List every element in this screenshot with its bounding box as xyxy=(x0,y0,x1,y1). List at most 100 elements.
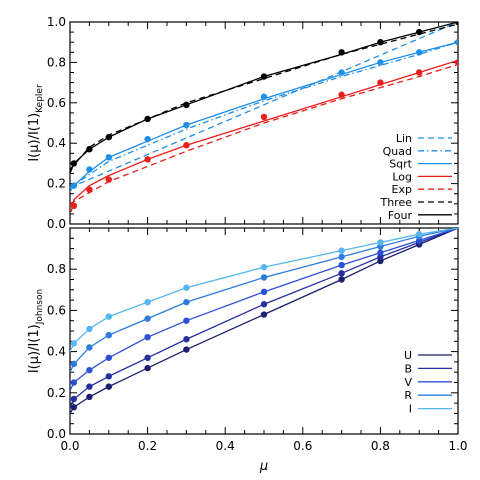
data-point xyxy=(144,156,151,163)
data-point xyxy=(105,176,113,183)
data-point xyxy=(70,202,78,210)
y-tick-label: 0.4 xyxy=(47,345,66,359)
data-point-u xyxy=(86,393,93,401)
data-point-v xyxy=(338,261,345,269)
data-point xyxy=(338,49,345,56)
x-tick-label: 0.0 xyxy=(60,439,79,453)
data-point-v xyxy=(70,379,78,386)
data-point-r xyxy=(338,253,345,261)
y-tick-label: 0.8 xyxy=(47,262,66,276)
data-point xyxy=(260,113,268,121)
data-point xyxy=(454,59,458,66)
data-point-r xyxy=(105,331,113,339)
data-point-i xyxy=(260,263,268,271)
legend-label-i: I xyxy=(409,403,412,416)
x-tick-label: 1.0 xyxy=(448,439,467,453)
data-point-r xyxy=(260,274,268,281)
data-point-r xyxy=(86,344,93,351)
data-point-u xyxy=(260,311,268,318)
y-tick-label: 1.0 xyxy=(47,15,66,29)
y-axis-label: I(μ)/I(1)Kepler xyxy=(27,84,45,162)
data-point-r xyxy=(144,315,151,322)
series-line-three xyxy=(70,23,458,170)
data-point xyxy=(260,93,268,100)
data-point-i xyxy=(105,313,113,320)
data-point-i xyxy=(377,239,384,246)
y-tick-label: 0.6 xyxy=(47,303,66,317)
data-point xyxy=(377,59,384,66)
data-point xyxy=(183,121,190,129)
data-point-b xyxy=(144,354,151,361)
data-point-r xyxy=(183,298,190,306)
data-point xyxy=(86,166,93,173)
data-point-b xyxy=(105,373,113,380)
legend-label-r: R xyxy=(404,389,412,402)
data-point xyxy=(416,28,423,36)
data-point-i xyxy=(416,230,423,238)
data-point xyxy=(377,79,384,86)
data-point xyxy=(70,160,78,167)
data-point xyxy=(454,22,458,26)
data-point xyxy=(144,115,151,123)
legend-label-sqrt: Sqrt xyxy=(389,158,412,171)
plot-area xyxy=(70,228,458,414)
y-tick-label: 0.0 xyxy=(47,217,66,231)
data-point-b xyxy=(86,383,93,390)
series-line-lin xyxy=(70,22,458,189)
data-point xyxy=(260,73,268,80)
legend-label-log: Log xyxy=(392,170,412,183)
legend-label-quad: Quad xyxy=(383,145,412,158)
data-point-b xyxy=(183,336,190,343)
data-point-v xyxy=(105,354,113,361)
y-axis-label: I(μ)/I(1)Johnson xyxy=(27,289,45,373)
data-point-v xyxy=(183,317,190,324)
legend-label-exp: Exp xyxy=(392,183,412,196)
data-point-i xyxy=(183,284,190,291)
data-point-r xyxy=(70,360,78,368)
y-tick-label: 0.2 xyxy=(47,386,66,400)
y-tick-label: 0.8 xyxy=(47,55,66,69)
data-point-b xyxy=(260,301,268,308)
x-tick-label: 0.2 xyxy=(138,439,157,453)
data-point-v xyxy=(144,333,151,341)
data-point xyxy=(416,49,423,56)
legend-label-three: Three xyxy=(379,196,412,209)
plot-area xyxy=(70,22,458,213)
data-point-u xyxy=(183,346,190,353)
data-point xyxy=(144,135,151,143)
data-point-b xyxy=(70,395,78,403)
data-point-b xyxy=(338,270,345,277)
kepler-panel: 0.0 0.2 0.4 0.6 0.8 1.0 I(μ)/I(1)Kepler LinQuad… xyxy=(27,15,459,231)
data-point-i xyxy=(338,247,345,254)
data-point xyxy=(70,182,78,189)
x-tick-label: 0.6 xyxy=(293,439,312,453)
data-point-v xyxy=(260,288,268,296)
legend-label-lin: Lin xyxy=(396,132,412,145)
series-line-u xyxy=(70,228,458,414)
data-point-i xyxy=(70,340,78,347)
plot-frame xyxy=(69,227,459,435)
y-tick-label: 0.6 xyxy=(47,96,66,110)
y-tick-label: 0.4 xyxy=(47,136,66,150)
data-point xyxy=(183,142,190,149)
data-point-v xyxy=(86,366,93,374)
data-point xyxy=(416,69,423,76)
data-point xyxy=(338,69,345,76)
data-point-u xyxy=(105,383,113,390)
data-point xyxy=(338,91,345,98)
data-point-u xyxy=(144,364,151,372)
data-point xyxy=(183,101,190,109)
data-point xyxy=(454,39,458,46)
data-point-v xyxy=(377,249,384,256)
x-tick-label: 0.4 xyxy=(216,439,235,453)
y-tick-label: 0.0 xyxy=(47,427,66,441)
data-point xyxy=(377,39,384,46)
data-point-i xyxy=(86,325,93,333)
legend-label-b: B xyxy=(404,362,412,375)
x-tick-label: 0.8 xyxy=(371,439,390,453)
johnson-panel: 0.0 0.2 0.4 0.6 0.8 1.00.00.20.40.60.8I(μ)/I(… xyxy=(27,227,468,474)
data-point xyxy=(86,146,93,153)
data-point xyxy=(105,154,113,161)
